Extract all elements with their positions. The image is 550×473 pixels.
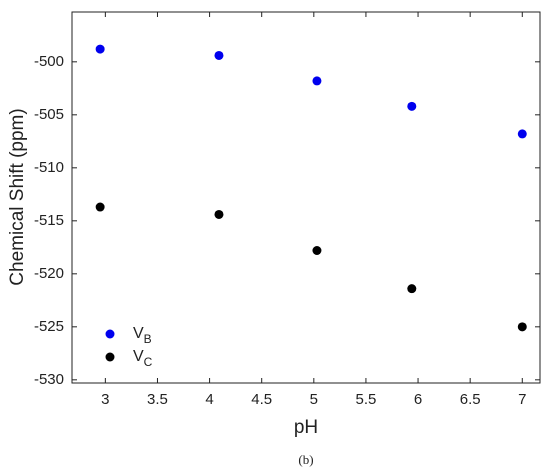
x-tick-label: 6.5 bbox=[460, 391, 481, 408]
legend-label: VC bbox=[133, 348, 153, 369]
point bbox=[95, 44, 105, 54]
point bbox=[312, 76, 322, 86]
point bbox=[214, 209, 224, 219]
x-tick-label: 3 bbox=[101, 391, 109, 408]
x-tick-label: 5 bbox=[310, 391, 318, 408]
legend-marker bbox=[105, 329, 115, 339]
y-tick-label: -505 bbox=[34, 106, 64, 123]
caption: (b) bbox=[298, 452, 313, 467]
point bbox=[407, 284, 417, 294]
legend-marker bbox=[105, 352, 115, 362]
point bbox=[407, 101, 417, 111]
point bbox=[95, 202, 105, 212]
x-tick-label: 7 bbox=[518, 391, 526, 408]
x-tick-label: 3.5 bbox=[147, 391, 168, 408]
y-axis-label: Chemical Shift (ppm) bbox=[7, 108, 28, 285]
y-tick-label: -500 bbox=[34, 53, 64, 70]
plot-frame bbox=[71, 11, 541, 384]
x-tick-label: 6 bbox=[414, 391, 422, 408]
y-tick-label: -530 bbox=[34, 371, 64, 388]
y-tick-label: -525 bbox=[34, 318, 64, 335]
point bbox=[517, 129, 527, 139]
x-tick-label: 4.5 bbox=[251, 391, 272, 408]
point bbox=[214, 50, 224, 60]
y-tick-label: -520 bbox=[34, 265, 64, 282]
x-axis-label: pH bbox=[294, 417, 318, 438]
x-tick-label: 4 bbox=[205, 391, 213, 408]
y-tick-label: -515 bbox=[34, 212, 64, 229]
point bbox=[517, 322, 527, 332]
point bbox=[312, 246, 322, 255]
x-tick-label: 5.5 bbox=[356, 391, 377, 408]
y-tick-label: -510 bbox=[34, 159, 64, 176]
legend-label: VB bbox=[133, 325, 152, 346]
